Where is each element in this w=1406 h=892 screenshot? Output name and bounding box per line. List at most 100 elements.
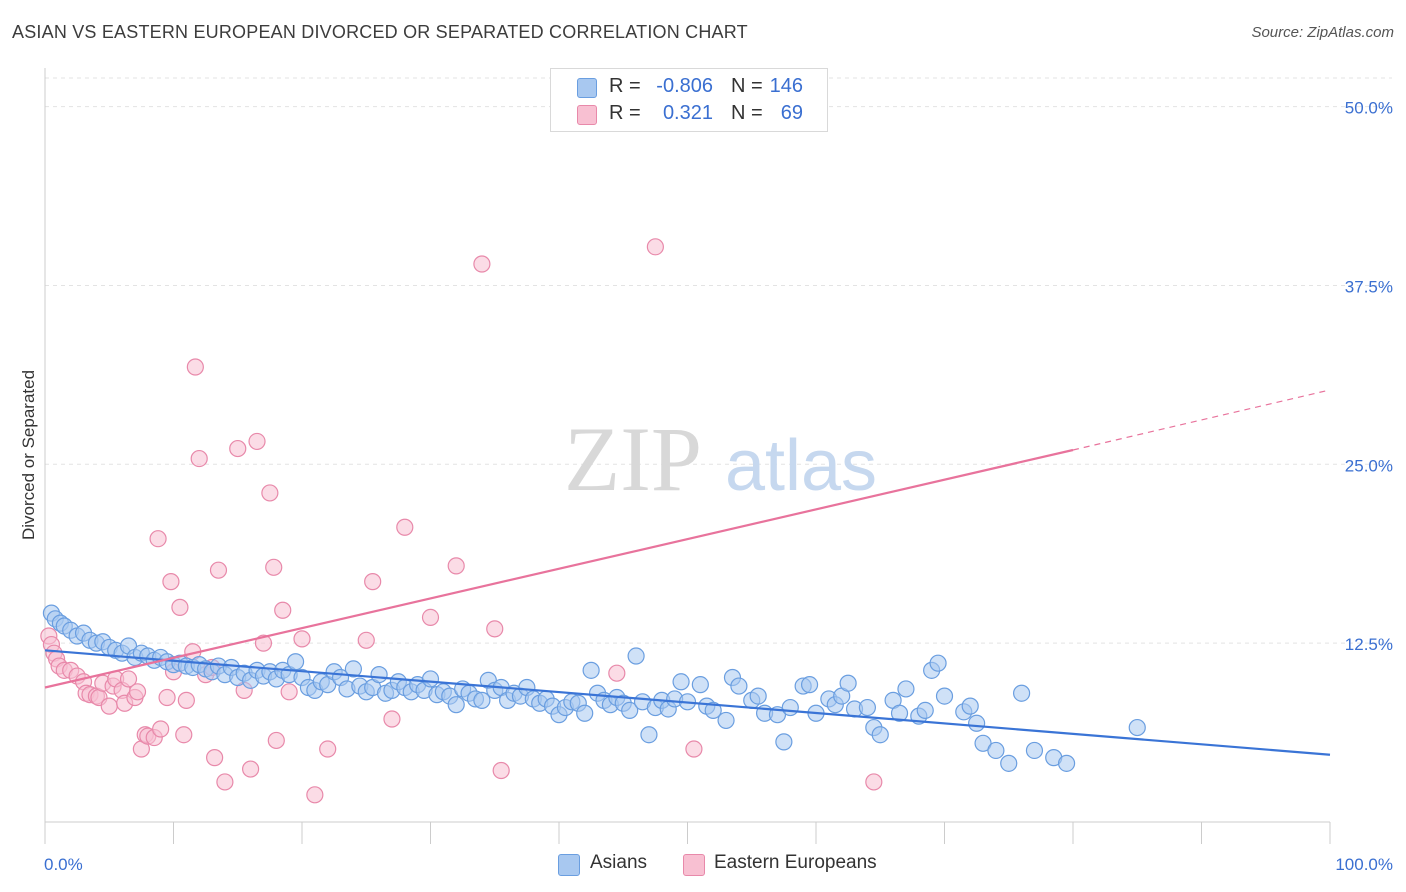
y-tick-label: 37.5%: [1345, 277, 1393, 296]
eastern-european-point: [306, 786, 324, 804]
eastern-european-point: [149, 530, 167, 548]
asian-point: [672, 673, 690, 691]
correlation-legend: R = -0.806 N = 146 R = 0.321 N = 69: [550, 68, 828, 132]
legend-n-label: N =: [731, 102, 763, 124]
asian-point: [781, 698, 799, 717]
asian-point: [858, 698, 877, 717]
eastern-european-point: [190, 449, 208, 468]
asian-point: [691, 676, 709, 694]
eastern-european-point: [492, 761, 510, 780]
legend-swatch-eastern: [577, 105, 597, 125]
eastern-trend-extension: [1072, 389, 1331, 451]
legend-row-eastern: R = 0.321 N = 69: [551, 101, 827, 127]
eastern-trend-line: [44, 448, 1074, 689]
eastern-european-point: [162, 573, 180, 591]
asian-point: [916, 701, 934, 720]
eastern-european-point: [473, 255, 491, 273]
asian-point: [704, 701, 722, 720]
asian-point: [621, 701, 639, 720]
asian-point: [800, 676, 819, 694]
legend-row-asians: R = -0.806 N = 146: [551, 74, 827, 100]
asian-point: [370, 666, 388, 684]
legend-label-asians: Asians: [590, 852, 648, 873]
eastern-european-point: [293, 630, 311, 648]
eastern-european-point: [421, 608, 440, 627]
source-label: Source: ZipAtlas.com: [1251, 24, 1394, 41]
legend-label-eastern: Eastern Europeans: [714, 852, 877, 873]
gridlines: [45, 77, 1392, 644]
asian-point: [640, 726, 658, 744]
asian-point: [1000, 754, 1018, 772]
eastern-european-points: [40, 238, 883, 804]
asian-point: [749, 687, 767, 705]
asian-point: [1057, 754, 1076, 772]
series-legend: Asians Eastern Europeans: [0, 852, 1406, 878]
eastern-european-point: [128, 683, 147, 701]
eastern-european-point: [248, 432, 266, 451]
eastern-european-point: [357, 631, 375, 649]
eastern-european-point: [396, 518, 414, 536]
eastern-european-point: [383, 710, 401, 728]
eastern-european-point: [685, 740, 703, 758]
eastern-european-point: [177, 691, 195, 709]
legend-n-value: 146: [769, 75, 803, 97]
legend-n-value: 69: [780, 102, 803, 124]
asian-point: [447, 696, 465, 714]
eastern-european-point: [265, 558, 283, 576]
asian-point: [576, 704, 594, 722]
eastern-european-point: [229, 439, 247, 458]
trend-lines: [44, 389, 1331, 756]
eastern-european-point: [175, 726, 193, 744]
eastern-european-point: [447, 557, 465, 575]
asian-point: [627, 647, 645, 665]
asian-point: [344, 660, 362, 678]
eastern-european-point: [254, 634, 273, 652]
eastern-european-point: [280, 683, 298, 701]
asian-point: [987, 741, 1005, 760]
eastern-european-point: [216, 773, 234, 791]
asian-point: [961, 697, 979, 715]
asian-point: [1025, 741, 1044, 760]
y-tick-label: 25.0%: [1345, 456, 1393, 475]
watermark-zip: ZIP: [564, 408, 702, 510]
asian-point: [775, 733, 793, 751]
legend-r-value: -0.806: [656, 75, 713, 97]
y-tick-label: 50.0%: [1345, 99, 1393, 118]
asian-point: [974, 734, 992, 752]
asian-point: [421, 670, 440, 688]
asian-point: [717, 711, 735, 730]
x-tick-label-start: 0.0%: [44, 855, 83, 874]
eastern-european-point: [186, 358, 204, 376]
asian-point: [286, 653, 305, 671]
asian-point: [1128, 718, 1146, 737]
x-tick-label-end: 100.0%: [1335, 855, 1393, 874]
eastern-european-point: [486, 620, 504, 638]
eastern-european-point: [646, 238, 664, 256]
eastern-european-point: [274, 601, 292, 619]
eastern-european-point: [158, 688, 176, 707]
asian-points: [42, 604, 1146, 772]
axes: [44, 68, 1331, 844]
eastern-european-point: [261, 484, 279, 502]
asian-point: [730, 677, 748, 695]
legend-r-value: 0.321: [662, 102, 713, 124]
eastern-european-point: [100, 697, 118, 715]
asian-trend-line: [44, 649, 1331, 756]
eastern-european-point: [865, 773, 883, 791]
legend-r-label: R =: [609, 102, 641, 124]
eastern-european-point: [206, 749, 224, 767]
asian-point: [839, 674, 857, 692]
eastern-european-point: [242, 760, 260, 778]
asian-point: [890, 704, 909, 722]
y-tick-label: 12.5%: [1345, 635, 1393, 654]
asian-point: [935, 687, 954, 705]
eastern-european-point: [209, 561, 228, 579]
legend-r-label: R =: [609, 75, 641, 97]
asian-point: [929, 654, 947, 672]
tick-labels: 12.5% 25.0% 37.5% 50.0% 0.0% 100.0%: [44, 99, 1393, 874]
eastern-european-point: [152, 720, 170, 738]
eastern-european-point: [608, 664, 626, 682]
asian-point: [473, 691, 491, 709]
chart-title: ASIAN VS EASTERN EUROPEAN DIVORCED OR SE…: [12, 22, 748, 42]
